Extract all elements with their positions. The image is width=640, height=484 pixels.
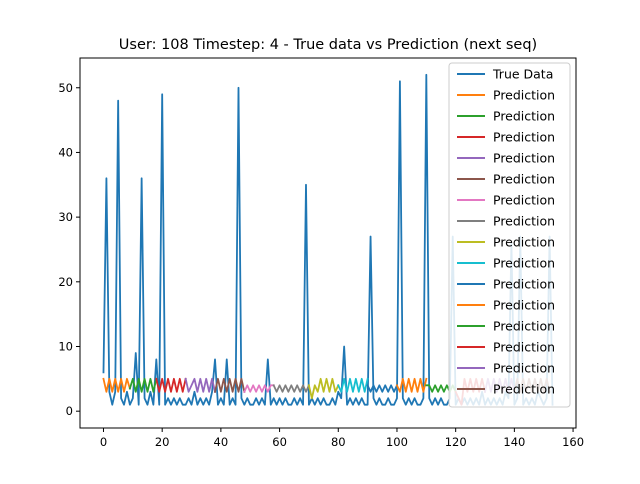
legend-label: True Data — [492, 67, 553, 82]
y-tick-label: 0 — [66, 404, 73, 418]
series-line-prediction-3 — [155, 377, 187, 393]
series-line-prediction-4 — [184, 377, 217, 393]
legend-label: Prediction — [493, 277, 555, 292]
y-axis: 0 10 20 30 40 50 — [58, 81, 80, 418]
x-tick-label: 160 — [562, 435, 584, 449]
legend-label: Prediction — [493, 256, 555, 271]
x-tick-label: 80 — [331, 435, 346, 449]
legend-label: Prediction — [493, 172, 555, 187]
series-line-prediction-6 — [243, 384, 275, 393]
x-tick-label: 120 — [445, 435, 467, 449]
chart-title: User: 108 Timestep: 4 - True data vs Pre… — [119, 37, 537, 53]
legend-label: Prediction — [493, 193, 555, 208]
series-line-prediction-2 — [128, 377, 158, 393]
x-tick-label: 40 — [214, 435, 229, 449]
y-tick-label: 10 — [58, 339, 73, 353]
legend: True Data Prediction Prediction Prediction P… — [448, 62, 571, 408]
legend-label: Prediction — [493, 340, 555, 355]
legend-label: Prediction — [493, 109, 555, 124]
legend-label: Prediction — [493, 130, 555, 145]
y-tick-label: 40 — [58, 145, 73, 159]
series-line-prediction-5 — [213, 377, 246, 393]
y-tick-label: 30 — [58, 210, 73, 224]
series-line-prediction-7 — [272, 384, 311, 393]
x-tick-label: 140 — [503, 435, 525, 449]
legend-label: Prediction — [493, 361, 555, 376]
legend-box — [448, 62, 571, 408]
x-tick-label: 100 — [386, 435, 408, 449]
legend-label: Prediction — [493, 382, 555, 397]
y-tick-label: 50 — [58, 81, 73, 95]
x-tick-label: 60 — [272, 435, 287, 449]
legend-label: Prediction — [493, 214, 555, 229]
x-tick-label: 0 — [100, 435, 107, 449]
legend-label: Prediction — [493, 298, 555, 313]
series-line-prediction-8 — [307, 377, 340, 400]
x-axis: 0 20 40 60 80 100 120 140 160 — [100, 428, 584, 449]
axes-frame — [79, 57, 577, 429]
y-tick-label: 20 — [58, 275, 73, 289]
legend-label: Prediction — [493, 319, 555, 334]
x-tick-label: 20 — [155, 435, 170, 449]
series-line-prediction-11 — [395, 377, 428, 393]
legend-label: Prediction — [493, 88, 555, 103]
series-line-prediction-1 — [102, 377, 132, 393]
legend-label: Prediction — [493, 235, 555, 250]
legend-label: Prediction — [493, 151, 555, 166]
series-line-prediction-9 — [337, 377, 369, 393]
series-line-prediction-10 — [366, 384, 399, 393]
